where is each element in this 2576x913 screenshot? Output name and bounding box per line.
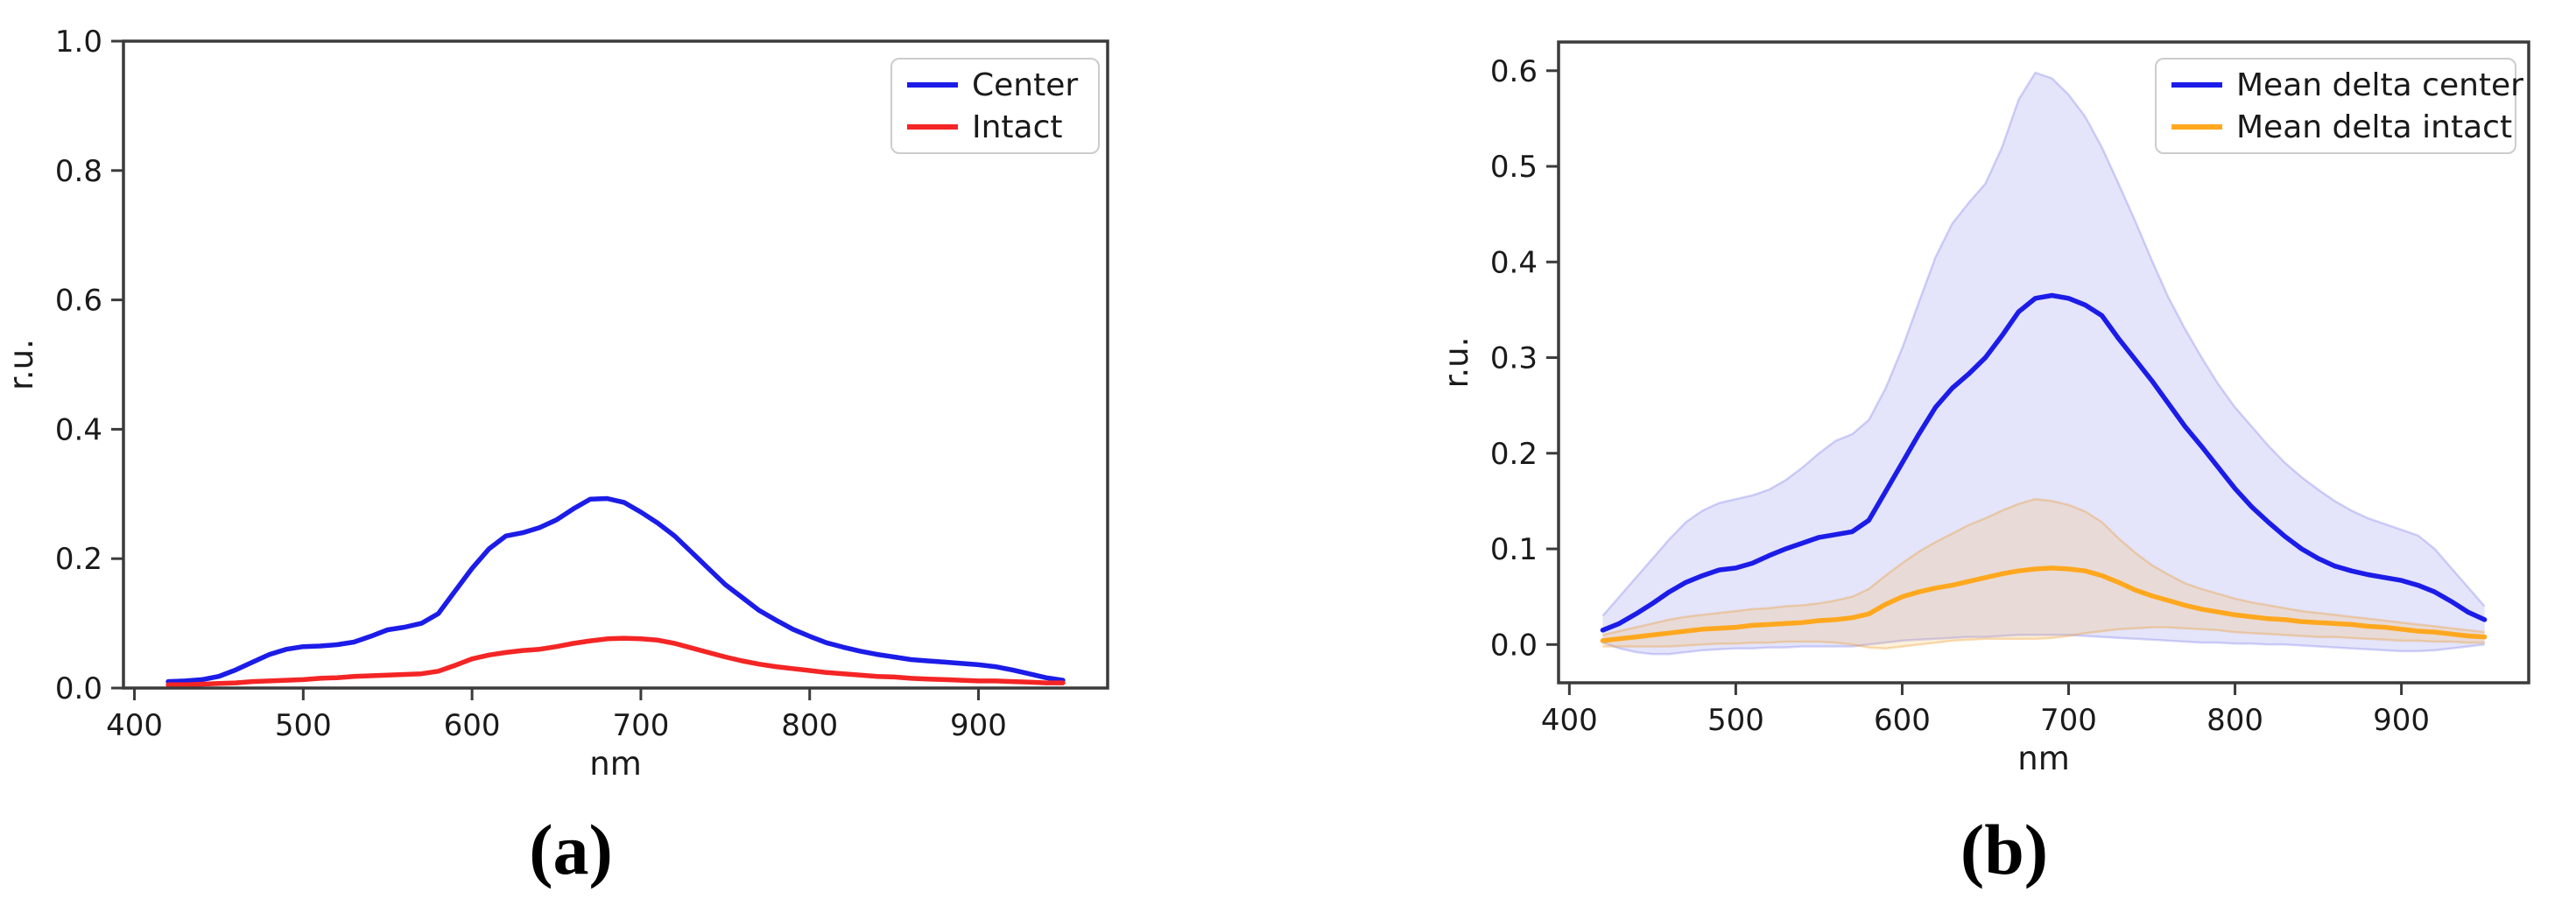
y-tick-label: 0.6 bbox=[55, 284, 102, 319]
x-tick-label: 400 bbox=[106, 708, 163, 743]
y-tick-label: 0.0 bbox=[55, 671, 102, 706]
x-tick-label: 700 bbox=[612, 708, 669, 743]
x-tick-label: 900 bbox=[950, 708, 1007, 743]
confidence-band-mean-delta-center bbox=[1602, 73, 2485, 655]
legend-label-mean-delta-intact: Mean delta intact bbox=[2236, 109, 2512, 145]
caption-b: (b) bbox=[1960, 810, 2049, 889]
x-tick-label: 600 bbox=[444, 708, 501, 743]
y-tick-label: 0.5 bbox=[1490, 150, 1538, 185]
x-tick-label: 600 bbox=[1874, 703, 1931, 738]
y-tick-label: 1.0 bbox=[55, 25, 102, 60]
y-axis-label: r.u. bbox=[3, 339, 40, 390]
y-tick-label: 0.4 bbox=[1490, 245, 1538, 280]
x-tick-label: 800 bbox=[781, 708, 838, 743]
x-axis-label: nm bbox=[2017, 740, 2070, 777]
legend-label-mean-delta-center: Mean delta center bbox=[2236, 67, 2523, 103]
x-tick-label: 900 bbox=[2373, 703, 2430, 738]
series-line-intact bbox=[165, 636, 1066, 688]
y-tick-label: 0.2 bbox=[55, 542, 102, 577]
legend-box bbox=[2155, 58, 2516, 154]
y-tick-label: 0.6 bbox=[1490, 54, 1538, 89]
x-tick-label: 700 bbox=[2040, 703, 2097, 738]
y-tick-label: 0.2 bbox=[1490, 437, 1538, 472]
band-edge-lower-mean-delta-intact bbox=[1602, 626, 2485, 650]
x-tick-label: 800 bbox=[2206, 703, 2263, 738]
legend-label-center: Center bbox=[972, 67, 1078, 103]
x-tick-label: 500 bbox=[275, 708, 332, 743]
y-tick-label: 0.4 bbox=[55, 412, 102, 447]
x-tick-label: 400 bbox=[1541, 703, 1598, 738]
series-line-mean-delta-intact bbox=[1600, 565, 2488, 643]
y-tick-label: 0.1 bbox=[1490, 532, 1538, 567]
x-tick-label: 500 bbox=[1707, 703, 1764, 738]
confidence-band-mean-delta-intact bbox=[1602, 499, 2485, 649]
legend-label-intact: Intact bbox=[972, 109, 1063, 145]
y-tick-label: 0.8 bbox=[55, 154, 102, 189]
y-tick-label: 0.0 bbox=[1490, 628, 1538, 663]
series-line-center bbox=[165, 495, 1066, 685]
series-line-mean-delta-center bbox=[1600, 292, 2488, 633]
band-edge-lower-mean-delta-center bbox=[1601, 634, 2485, 656]
band-edge-upper-mean-delta-intact bbox=[1602, 497, 2485, 636]
caption-a: (a) bbox=[529, 810, 613, 889]
plot-border bbox=[1557, 40, 2530, 685]
y-tick-label: 0.3 bbox=[1490, 341, 1538, 376]
plot-border bbox=[122, 39, 1109, 690]
x-axis-label: nm bbox=[589, 745, 642, 783]
y-axis-label: r.u. bbox=[1438, 337, 1475, 389]
band-edge-upper-mean-delta-center bbox=[1601, 71, 2486, 617]
